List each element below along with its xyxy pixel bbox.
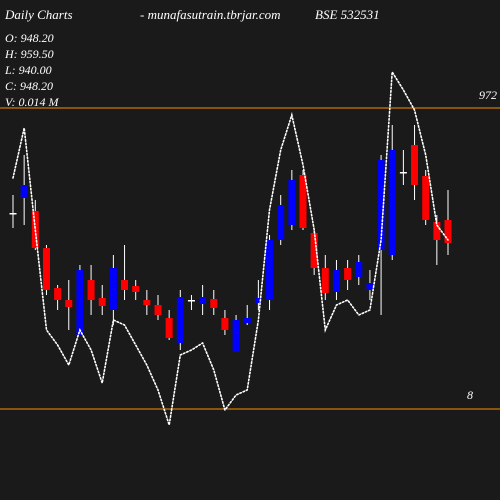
candle-body [310, 233, 318, 268]
candle-body [98, 298, 106, 306]
chart-title: Daily Charts [4, 7, 73, 22]
candle-body [121, 280, 129, 290]
candle-body [299, 175, 307, 228]
candle-body [422, 176, 430, 220]
candle-body [20, 185, 28, 198]
candle-body [332, 270, 340, 292]
dotted-line [12, 69, 449, 426]
candle-body [266, 240, 274, 300]
chart-subtitle: - munafasutrain.tbrjar.com [140, 7, 280, 22]
candle-body [154, 305, 162, 315]
candle-body [355, 262, 363, 277]
candle-body [65, 300, 73, 307]
candle-body [187, 300, 195, 302]
candle-body [254, 298, 262, 303]
candle-body [388, 150, 396, 255]
candle-body [243, 318, 251, 323]
candle-body [399, 172, 407, 174]
candle-body [54, 288, 62, 300]
ohlc-info: C: 948.20 [5, 79, 53, 93]
candle-body [9, 213, 17, 215]
candle-body [221, 318, 229, 330]
ohlc-info: V: 0.014 M [5, 95, 60, 109]
ohlc-info: H: 959.50 [4, 47, 54, 61]
candle-body [42, 248, 50, 290]
symbol: BSE 532531 [315, 7, 380, 22]
candle-body [232, 320, 240, 352]
candle-body [132, 286, 140, 292]
candle-body [76, 270, 84, 335]
candle-body [87, 280, 95, 300]
candle-body [165, 318, 173, 338]
candle-body [366, 283, 374, 290]
candle-body [321, 268, 329, 293]
ohlc-info: O: 948.20 [5, 31, 54, 45]
candle-body [143, 300, 151, 305]
candle-body [210, 299, 218, 308]
candle-body [411, 145, 419, 185]
level-label: 972 [479, 88, 497, 102]
level-label: 8 [467, 388, 473, 402]
candle-body [277, 205, 285, 240]
ohlc-info: L: 940.00 [4, 63, 52, 77]
candle-body [176, 297, 184, 343]
candle-body [444, 220, 452, 243]
candle-body [377, 160, 385, 250]
candle-body [199, 297, 207, 304]
candle-body [288, 180, 296, 225]
candle-body [109, 268, 117, 310]
candle-body [344, 268, 352, 280]
candle-body [433, 222, 441, 240]
